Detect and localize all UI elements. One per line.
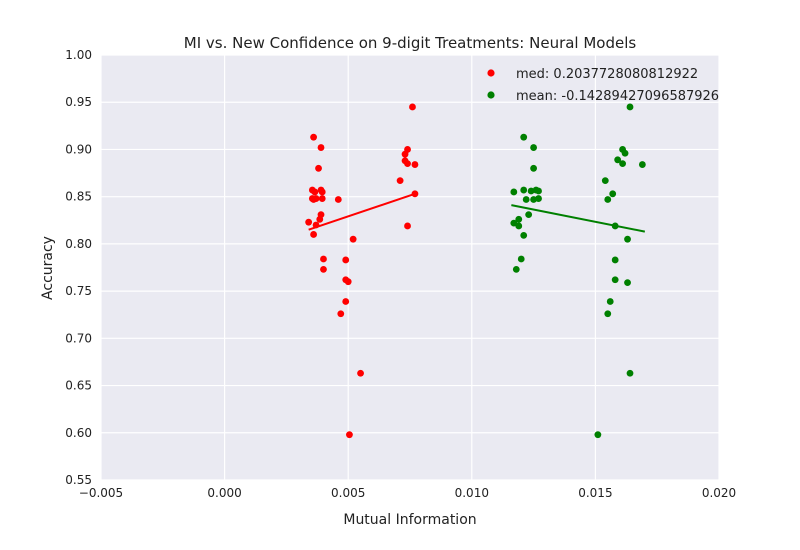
y-tick-label: 0.90 xyxy=(65,142,92,156)
data-point-series-1 xyxy=(525,211,533,219)
data-point-series-0 xyxy=(318,188,326,196)
data-point-series-0 xyxy=(396,177,404,185)
data-point-series-0 xyxy=(312,195,320,202)
y-tick-label: 0.60 xyxy=(65,426,92,440)
data-point-series-1 xyxy=(621,149,629,157)
fit-line-series-1 xyxy=(511,204,646,233)
data-point-series-1 xyxy=(510,219,518,227)
x-axis-ticks: −0.005 0.000 0.005 0.010 0.015 0.020 xyxy=(79,486,736,500)
data-point-series-0 xyxy=(346,431,353,439)
data-point-series-1 xyxy=(510,188,518,196)
legend: med: 0.2037728080812922 mean: -0.14289427… xyxy=(487,67,719,104)
legend-marker-series-0 xyxy=(487,69,495,77)
data-point-series-0 xyxy=(401,150,409,158)
x-tick-label: 0.015 xyxy=(578,486,612,500)
x-axis-label: Mutual Information xyxy=(343,512,476,528)
y-tick-label: 0.95 xyxy=(65,95,92,109)
data-point-series-0 xyxy=(357,369,364,377)
y-axis-label: Accuracy xyxy=(40,236,56,300)
data-point-series-1 xyxy=(522,196,530,203)
data-point-series-0 xyxy=(344,278,352,286)
data-point-series-0 xyxy=(409,103,416,111)
data-point-series-0 xyxy=(305,218,313,226)
data-point-series-1 xyxy=(520,186,528,194)
data-point-series-1 xyxy=(611,276,619,284)
data-point-series-0 xyxy=(312,221,320,229)
x-tick-label: 0.000 xyxy=(207,486,241,500)
data-point-series-1 xyxy=(611,256,619,264)
fit-line-series-0 xyxy=(308,192,416,231)
data-point-series-1 xyxy=(530,144,537,151)
y-tick-label: 0.55 xyxy=(65,473,92,487)
data-point-series-0 xyxy=(310,231,317,238)
data-point-series-1 xyxy=(619,160,626,168)
data-point-series-1 xyxy=(624,279,631,287)
data-point-series-0 xyxy=(342,298,350,305)
y-tick-label: 0.70 xyxy=(65,331,92,345)
data-point-series-1 xyxy=(520,231,528,239)
data-point-series-0 xyxy=(315,164,322,172)
data-point-series-0 xyxy=(337,310,345,318)
data-point-series-1 xyxy=(604,196,612,203)
legend-label-series-1: mean: -0.14289427096587926 xyxy=(516,89,719,104)
y-tick-label: 0.65 xyxy=(65,379,92,393)
data-point-series-1 xyxy=(515,222,523,230)
data-point-series-0 xyxy=(316,215,324,223)
y-tick-label: 0.85 xyxy=(65,190,92,204)
data-point-series-1 xyxy=(515,215,523,223)
data-point-series-1 xyxy=(530,164,537,172)
data-point-series-1 xyxy=(624,235,631,243)
data-point-series-1 xyxy=(535,187,542,195)
data-point-series-0 xyxy=(411,190,419,198)
chart-title: MI vs. New Confidence on 9-digit Treatme… xyxy=(184,34,637,52)
y-tick-label: 0.80 xyxy=(65,237,92,251)
data-point-series-0 xyxy=(311,188,319,196)
data-point-series-0 xyxy=(320,255,327,263)
x-tick-label: 0.010 xyxy=(455,486,489,500)
data-point-series-1 xyxy=(614,156,622,164)
data-point-series-0 xyxy=(404,222,411,230)
data-point-series-0 xyxy=(342,256,350,264)
data-point-series-1 xyxy=(604,310,612,318)
data-points xyxy=(305,103,646,439)
data-point-series-0 xyxy=(318,195,326,202)
data-point-series-0 xyxy=(334,196,342,203)
data-point-series-1 xyxy=(594,431,602,439)
data-point-series-1 xyxy=(535,195,542,202)
data-point-series-1 xyxy=(626,369,634,377)
data-point-series-1 xyxy=(638,161,646,168)
y-axis-ticks: 0.55 0.60 0.65 0.70 0.75 0.80 0.85 0.90 0.95 1.00 xyxy=(65,48,92,487)
legend-label-series-0: med: 0.2037728080812922 xyxy=(516,67,698,82)
fit-lines xyxy=(308,192,646,233)
x-tick-label: 0.020 xyxy=(702,486,736,500)
data-point-series-1 xyxy=(606,298,614,305)
x-tick-label: −0.005 xyxy=(79,486,123,500)
data-point-series-1 xyxy=(512,265,520,273)
legend-marker-series-1 xyxy=(487,91,495,99)
data-point-series-1 xyxy=(626,103,634,111)
data-point-series-1 xyxy=(601,177,609,185)
data-point-series-0 xyxy=(411,161,419,168)
y-tick-label: 1.00 xyxy=(65,48,92,62)
data-point-series-1 xyxy=(611,222,619,230)
data-point-series-0 xyxy=(404,160,411,168)
data-point-series-0 xyxy=(320,265,327,273)
data-point-series-0 xyxy=(310,133,317,141)
y-tick-label: 0.75 xyxy=(65,284,92,298)
data-point-series-0 xyxy=(317,144,325,151)
data-point-series-1 xyxy=(517,255,525,263)
data-point-series-1 xyxy=(520,133,528,141)
data-point-series-1 xyxy=(609,190,617,198)
x-tick-label: 0.005 xyxy=(331,486,365,500)
data-point-series-0 xyxy=(349,235,357,243)
plot-area xyxy=(101,55,719,480)
